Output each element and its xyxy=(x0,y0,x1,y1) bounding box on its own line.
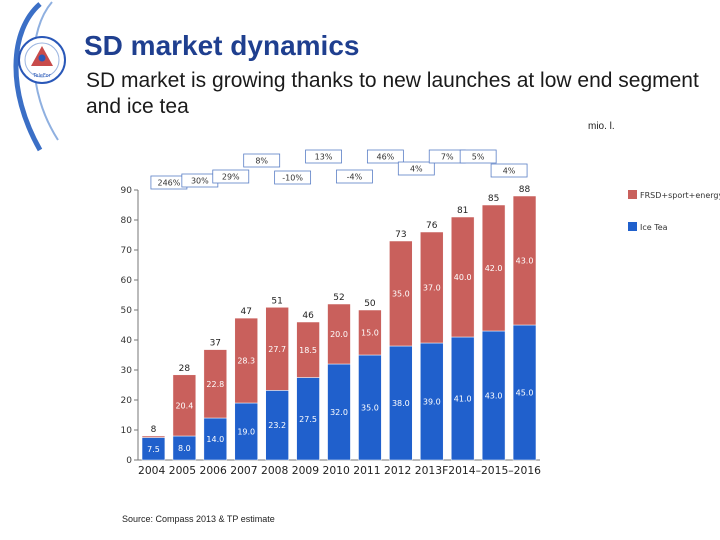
total-label: 73 xyxy=(395,230,406,240)
growth-box xyxy=(490,163,528,178)
growth-box xyxy=(366,149,404,164)
data-label-ice-tea: 8.0 xyxy=(178,444,191,453)
total-label: 28 xyxy=(179,364,191,374)
bar-frsd xyxy=(451,216,475,338)
data-label-ice-tea: 23.2 xyxy=(268,421,286,430)
growth-box xyxy=(212,169,250,184)
total-label: 85 xyxy=(488,194,499,204)
growth-box xyxy=(459,149,497,164)
y-tick-label: 40 xyxy=(121,336,133,346)
data-label-frsd: 40.0 xyxy=(454,273,472,282)
bar-frsd xyxy=(203,349,227,419)
bar-frsd xyxy=(389,240,413,347)
data-label-frsd: 37.0 xyxy=(423,284,441,293)
page-title: SD market dynamics xyxy=(84,30,360,61)
bar-frsd xyxy=(172,374,197,437)
data-label-ice-tea: 7.5 xyxy=(147,445,160,454)
bar-frsd xyxy=(141,435,166,438)
data-label-frsd: 22.8 xyxy=(206,380,224,389)
y-tick-label: 80 xyxy=(121,216,133,226)
data-label-ice-tea: 39.0 xyxy=(423,398,441,407)
data-label-frsd: 20.0 xyxy=(330,330,348,339)
total-label: 47 xyxy=(241,307,252,317)
growth-label: 46% xyxy=(376,153,394,162)
logo-text: TeleFor xyxy=(32,73,52,79)
data-label-frsd: 35.0 xyxy=(392,290,410,299)
bar-frsd xyxy=(265,307,289,391)
y-tick-label: 50 xyxy=(121,306,133,316)
data-label-frsd: 15.0 xyxy=(361,329,379,338)
bar-frsd xyxy=(296,321,320,378)
total-label: 76 xyxy=(426,221,438,231)
data-label-frsd: 20.4 xyxy=(175,401,193,410)
data-label-ice-tea: 35.0 xyxy=(361,404,379,413)
bar-frsd xyxy=(234,317,258,404)
total-label: 88 xyxy=(519,185,531,195)
total-label: 81 xyxy=(457,206,468,216)
data-label-frsd: 43.0 xyxy=(516,257,534,266)
bar-frsd xyxy=(512,195,537,326)
bar-frsd xyxy=(327,303,351,365)
growth-label: 246% xyxy=(157,179,180,188)
page-subtitle: SD market is growing thanks to new launc… xyxy=(86,69,699,118)
data-label-ice-tea: 27.5 xyxy=(299,415,317,424)
company-logo: TeleFor xyxy=(13,1,66,152)
y-tick-label: 70 xyxy=(121,246,133,256)
growth-box xyxy=(305,149,342,164)
data-label-ice-tea: 38.0 xyxy=(392,399,410,408)
data-label-ice-tea: 41.0 xyxy=(454,395,472,404)
growth-label: 13% xyxy=(315,153,333,162)
growth-label: 7% xyxy=(441,153,454,162)
y-tick-label: 30 xyxy=(121,366,133,376)
growth-label: 4% xyxy=(503,167,516,176)
data-label-ice-tea: 14.0 xyxy=(206,435,224,444)
data-label-frsd: 42.0 xyxy=(485,264,503,273)
y-tick-label: 60 xyxy=(121,276,133,286)
y-tick-label: 90 xyxy=(121,186,133,196)
growth-label: 8% xyxy=(255,157,268,166)
data-label-frsd: 27.7 xyxy=(268,345,286,354)
bar-frsd xyxy=(420,231,444,344)
data-label-frsd: 28.3 xyxy=(237,357,255,366)
bar-frsd xyxy=(358,309,382,356)
legend-label-frsd: FRSD+sport+energy xyxy=(640,191,720,200)
growth-label: -10% xyxy=(282,174,303,183)
legend-swatch-ice-tea xyxy=(628,222,637,231)
growth-label: -4% xyxy=(347,173,363,182)
x-axis-labels: 2004 2005 2006 2007 2008 2009 2010 2011 … xyxy=(138,464,541,477)
growth-label: 29% xyxy=(222,173,240,182)
data-label-ice-tea: 32.0 xyxy=(330,408,348,417)
y-tick-label: 0 xyxy=(126,456,132,466)
bar-frsd xyxy=(481,204,506,332)
legend-swatch-frsd xyxy=(628,190,637,199)
data-label-ice-tea: 43.0 xyxy=(485,392,503,401)
legend-label-ice-tea: Ice Tea xyxy=(640,223,668,232)
growth-box xyxy=(336,169,373,184)
growth-label: 4% xyxy=(410,165,423,174)
total-label: 8 xyxy=(151,425,157,435)
growth-box xyxy=(397,161,435,176)
total-label: 51 xyxy=(271,296,282,306)
total-label: 52 xyxy=(333,293,344,303)
total-label: 50 xyxy=(364,299,376,309)
source-note: Source: Compass 2013 & TP estimate xyxy=(122,514,275,524)
data-label-frsd: 18.5 xyxy=(299,346,317,355)
growth-box xyxy=(243,153,281,168)
growth-label: 5% xyxy=(472,153,485,162)
total-label: 37 xyxy=(210,339,221,349)
y-tick-label: 20 xyxy=(121,396,133,406)
total-label: 46 xyxy=(302,311,314,321)
data-label-ice-tea: 45.0 xyxy=(516,389,534,398)
y-tick-label: 10 xyxy=(121,426,133,436)
growth-label: 30% xyxy=(191,177,209,186)
data-label-ice-tea: 19.0 xyxy=(237,428,255,437)
growth-box xyxy=(274,170,312,185)
unit-label: mio. l. xyxy=(588,121,615,132)
